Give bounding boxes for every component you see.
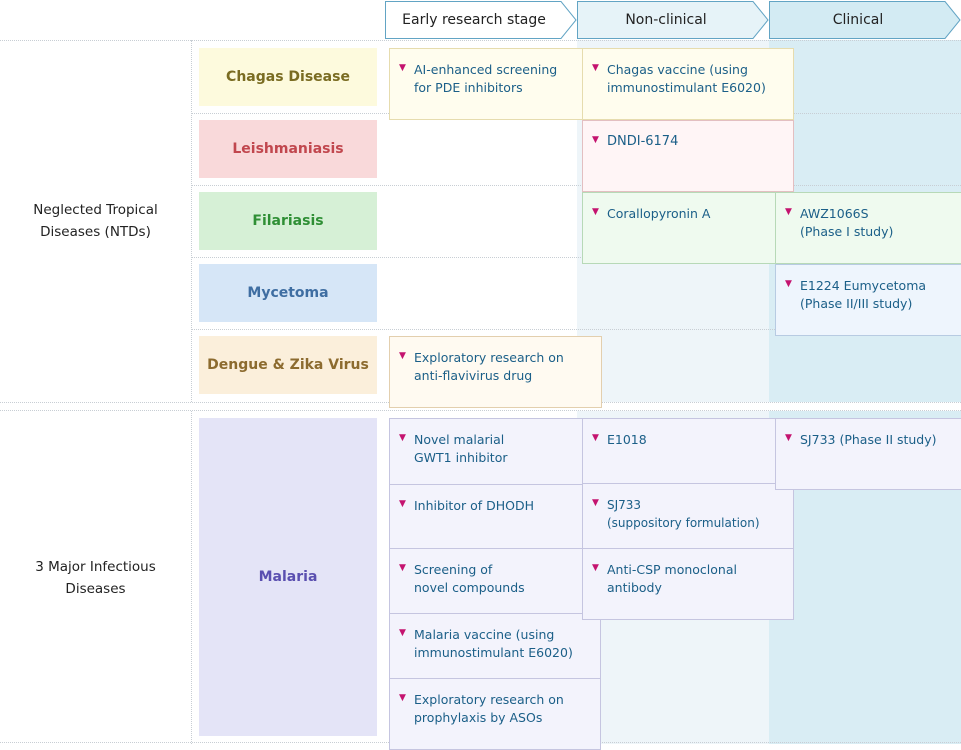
program-card: ▼ Exploratory research on prophylaxis by… <box>389 678 601 750</box>
group-label-ntd: Neglected Tropical Diseases (NTDs) <box>33 202 158 240</box>
triangle-marker-icon: ▼ <box>785 433 792 443</box>
program-card: ▼ E1224 Eumycetoma (Phase II/III study) <box>775 264 961 336</box>
disease-mycetoma: Mycetoma <box>199 264 377 322</box>
program-card: ▼ DNDI-6174 <box>582 120 794 192</box>
triangle-marker-icon: ▼ <box>399 628 406 638</box>
triangle-marker-icon: ▼ <box>592 433 599 443</box>
divider <box>191 411 192 744</box>
program-card: ▼ Chagas vaccine (using immunostimulant … <box>582 48 794 120</box>
triangle-marker-icon: ▼ <box>592 207 599 217</box>
divider <box>0 410 961 411</box>
program-card: ▼ Inhibitor of DHODH <box>389 484 601 556</box>
triangle-marker-icon: ▼ <box>399 693 406 703</box>
divider <box>191 329 961 330</box>
program-card: ▼ Novel malarial GWT1 inhibitor <box>389 418 601 490</box>
disease-chagas: Chagas Disease <box>199 48 377 106</box>
program-card: ▼ Corallopyronin A <box>582 192 794 264</box>
triangle-marker-icon: ▼ <box>399 563 406 573</box>
triangle-marker-icon: ▼ <box>592 63 599 73</box>
disease-leishmaniasis: Leishmaniasis <box>199 120 377 178</box>
program-card: ▼ E1018 <box>582 418 794 490</box>
phase-label-nonclinical: Non-clinical <box>625 12 707 28</box>
program-card: ▼ SJ733 (Phase II study) <box>775 418 961 490</box>
program-card: ▼ AI-enhanced screening for PDE inhibito… <box>389 48 602 120</box>
triangle-marker-icon: ▼ <box>399 351 406 361</box>
program-card: ▼ Exploratory research on anti-flaviviru… <box>389 336 602 408</box>
phase-arrow-icon <box>577 1 769 39</box>
phase-label-clinical: Clinical <box>832 12 884 28</box>
triangle-marker-icon: ▼ <box>592 135 599 145</box>
triangle-marker-icon: ▼ <box>592 498 599 508</box>
phase-arrow-icon <box>385 1 577 39</box>
triangle-marker-icon: ▼ <box>399 63 406 73</box>
triangle-marker-icon: ▼ <box>785 279 792 289</box>
divider <box>191 185 961 186</box>
phase-header-early: Early research stage <box>385 1 577 39</box>
triangle-marker-icon: ▼ <box>399 499 406 509</box>
group-label-major: 3 Major Infectious Diseases <box>35 559 156 597</box>
divider <box>0 40 961 41</box>
triangle-marker-icon: ▼ <box>592 563 599 573</box>
disease-filariasis: Filariasis <box>199 192 377 250</box>
phase-label-early: Early research stage <box>402 12 546 28</box>
program-card: ▼ AWZ1066S (Phase I study) <box>775 192 961 264</box>
divider <box>191 40 192 402</box>
triangle-marker-icon: ▼ <box>785 207 792 217</box>
program-card: ▼ Anti-CSP monoclonal antibody <box>582 548 794 620</box>
phase-arrow-icon <box>769 1 961 39</box>
triangle-marker-icon: ▼ <box>399 433 406 443</box>
disease-malaria: Malaria <box>199 418 377 736</box>
program-card: ▼ Screening of novel compounds <box>389 548 601 620</box>
divider <box>191 257 961 258</box>
phase-header-nonclinical: Non-clinical <box>577 1 769 39</box>
disease-dengue-zika: Dengue & Zika Virus <box>199 336 377 394</box>
program-card: ▼ SJ733 (suppository formulation) <box>582 483 794 555</box>
phase-header-clinical: Clinical <box>769 1 961 39</box>
program-card: ▼ Malaria vaccine (using immunostimulant… <box>389 613 601 685</box>
